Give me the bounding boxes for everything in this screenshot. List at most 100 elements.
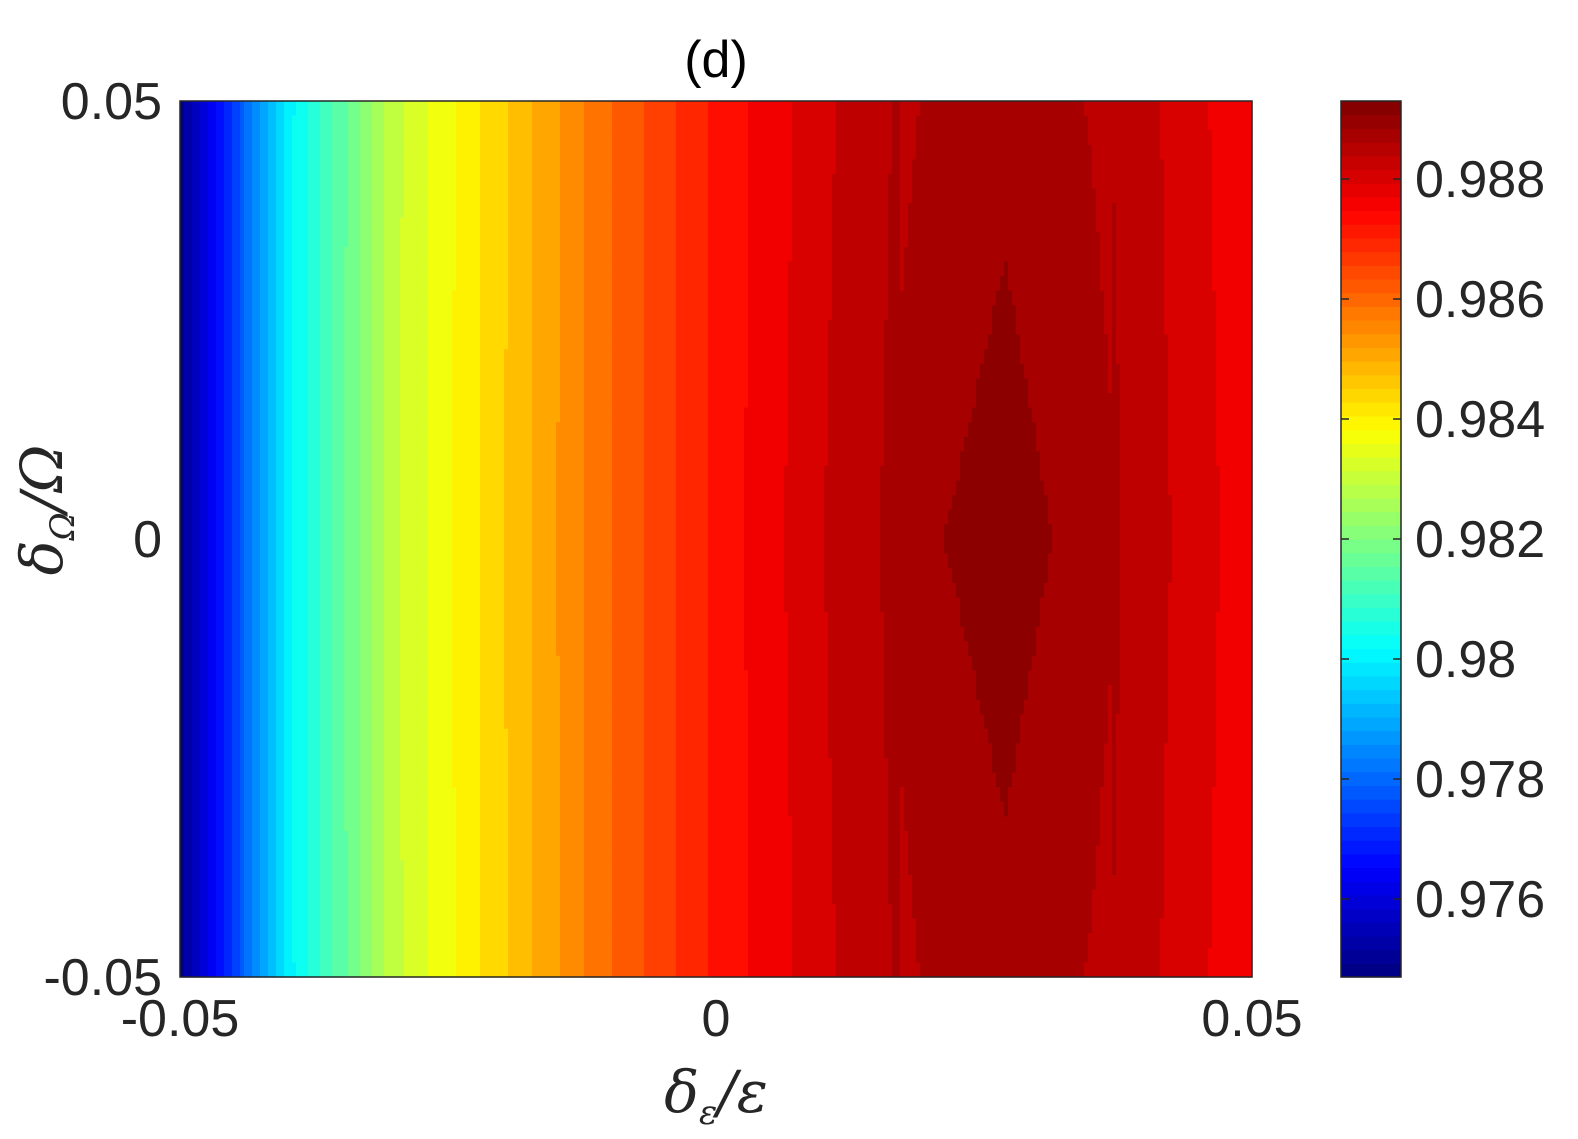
heatmap-cell — [464, 247, 469, 263]
heatmap-cell — [932, 174, 937, 190]
heatmap-cell — [700, 144, 705, 160]
heatmap-cell — [1204, 305, 1209, 321]
heatmap-cell — [392, 276, 397, 292]
heatmap-cell — [1020, 334, 1025, 350]
heatmap-cell — [652, 115, 657, 131]
heatmap-cell — [652, 203, 657, 219]
heatmap-cell — [572, 130, 577, 146]
heatmap-cell — [1004, 349, 1009, 365]
heatmap-cell — [948, 159, 953, 175]
heatmap-cell — [1072, 247, 1077, 263]
heatmap-cell — [1116, 290, 1121, 306]
heatmap-cell — [820, 232, 825, 248]
heatmap-cell — [884, 334, 889, 350]
heatmap-cell — [1020, 276, 1025, 292]
heatmap-cell — [756, 349, 761, 365]
heatmap-cell — [1200, 349, 1205, 365]
heatmap-cell — [536, 305, 541, 321]
heatmap-cell — [656, 174, 661, 190]
heatmap-cell — [468, 144, 473, 160]
heatmap-cell — [328, 217, 333, 233]
heatmap-cell — [1048, 188, 1053, 204]
heatmap-cell — [260, 247, 265, 263]
heatmap-cell — [356, 305, 361, 321]
heatmap-cell — [708, 217, 713, 233]
heatmap-cell — [1160, 130, 1165, 146]
heatmap-cell — [940, 174, 945, 190]
heatmap-cell — [572, 305, 577, 321]
heatmap-cell — [348, 290, 353, 306]
heatmap-cell — [1096, 159, 1101, 175]
heatmap-cell — [284, 276, 289, 292]
heatmap-cell — [260, 232, 265, 248]
heatmap-cell — [584, 101, 589, 117]
heatmap-cell — [948, 276, 953, 292]
heatmap-cell — [988, 101, 993, 117]
heatmap-cell — [1004, 247, 1009, 263]
heatmap-cell — [924, 217, 929, 233]
heatmap-cell — [944, 349, 949, 365]
heatmap-cell — [980, 174, 985, 190]
heatmap-cell — [976, 261, 981, 277]
heatmap-cell — [1032, 334, 1037, 350]
heatmap-cell — [1084, 130, 1089, 146]
heatmap-cell — [452, 188, 457, 204]
heatmap-cell — [492, 101, 497, 117]
heatmap-cell — [600, 261, 605, 277]
heatmap-cell — [1140, 115, 1145, 131]
heatmap-cell — [928, 247, 933, 263]
heatmap-cell — [820, 174, 825, 190]
heatmap-cell — [336, 276, 341, 292]
heatmap-cell — [712, 247, 717, 263]
heatmap-cell — [216, 320, 221, 336]
heatmap-cell — [924, 305, 929, 321]
heatmap-cell — [1120, 130, 1125, 146]
heatmap-cell — [1120, 261, 1125, 277]
heatmap-cell — [960, 349, 965, 365]
heatmap-cell — [704, 144, 709, 160]
heatmap-cell — [1032, 115, 1037, 131]
heatmap-cell — [852, 130, 857, 146]
heatmap-cell — [840, 101, 845, 117]
heatmap-cell — [856, 188, 861, 204]
heatmap-cell — [800, 188, 805, 204]
heatmap-cell — [1180, 305, 1185, 321]
heatmap-cell — [412, 349, 417, 365]
heatmap-cell — [1184, 276, 1189, 292]
heatmap-cell — [752, 261, 757, 277]
heatmap-cell — [352, 101, 357, 117]
heatmap-cell — [236, 276, 241, 292]
heatmap-cell — [1032, 276, 1037, 292]
heatmap-cell — [1036, 101, 1041, 117]
heatmap-cell — [328, 363, 333, 379]
heatmap-cell — [1220, 174, 1225, 190]
heatmap-cell — [1224, 320, 1229, 336]
heatmap-cell — [1176, 144, 1181, 160]
heatmap-cell — [944, 276, 949, 292]
heatmap-cell — [484, 334, 489, 350]
heatmap-cell — [420, 290, 425, 306]
heatmap-cell — [416, 363, 421, 379]
heatmap-cell — [324, 144, 329, 160]
heatmap-cell — [984, 261, 989, 277]
heatmap-cell — [1212, 247, 1217, 263]
heatmap-cell — [484, 144, 489, 160]
heatmap-cell — [1084, 174, 1089, 190]
heatmap-cell — [1064, 174, 1069, 190]
heatmap-cell — [968, 290, 973, 306]
heatmap-cell — [396, 159, 401, 175]
heatmap-cell — [704, 334, 709, 350]
heatmap-cell — [696, 115, 701, 131]
heatmap-cell — [500, 203, 505, 219]
heatmap-cell — [1228, 159, 1233, 175]
heatmap-cell — [1144, 217, 1149, 233]
heatmap-cell — [956, 349, 961, 365]
heatmap-cell — [776, 349, 781, 365]
heatmap-cell — [1008, 276, 1013, 292]
heatmap-cell — [892, 115, 897, 131]
heatmap-cell — [608, 247, 613, 263]
heatmap-cell — [788, 144, 793, 160]
heatmap-cell — [344, 174, 349, 190]
heatmap-cell — [220, 334, 225, 350]
heatmap-cell — [892, 101, 897, 117]
